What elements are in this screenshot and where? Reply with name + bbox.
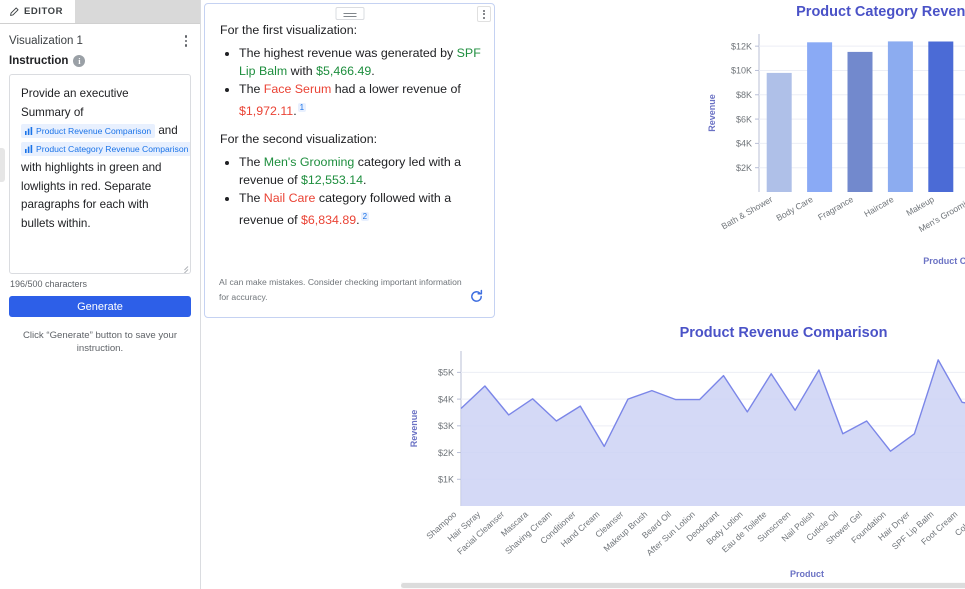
bar-chart-title: Product Category Revenue Comparison [796, 4, 965, 20]
instruction-text-1: Provide an executive Summary of [21, 87, 129, 119]
list-item: The highest revenue was generated by SPF… [239, 45, 481, 80]
bullet-mid: with [287, 63, 317, 78]
svg-text:Haircare: Haircare [862, 194, 895, 219]
bullet-mid: category followed with a revenue of [239, 191, 452, 227]
character-counter: 196/500 characters [10, 279, 88, 289]
ai-summary-card: For the first visualization: The highest… [204, 3, 495, 318]
chip-1-label: Product Revenue Comparison [36, 125, 152, 136]
tab-strip: EDITOR [0, 0, 200, 24]
tab-editor-label: EDITOR [24, 6, 64, 17]
svg-text:Product: Product [790, 569, 824, 579]
generate-hint: Click “Generate” button to save your ins… [22, 330, 178, 354]
ai-card-body: For the first visualization: The highest… [205, 21, 494, 229]
bullet-post: . [363, 172, 367, 187]
svg-text:$6K: $6K [736, 114, 752, 124]
svg-text:Makeup: Makeup [904, 194, 936, 218]
bullet-value: $5,466.49 [316, 63, 372, 78]
drag-handle-icon[interactable] [335, 7, 364, 20]
canvas: For the first visualization: The highest… [201, 0, 965, 589]
ai-card-menu-icon[interactable] [477, 6, 491, 22]
bullet-mid: category led with a revenue of [239, 155, 462, 187]
list-item: The Men's Grooming category led with a r… [239, 154, 481, 189]
svg-text:$10K: $10K [731, 66, 752, 76]
bar-chart-svg: $2K $4K $6K $8K $10K $12K Bath & Shower Body Ca… [707, 34, 965, 266]
footnote-ref[interactable]: 2 [360, 211, 370, 221]
svg-text:$5K: $5K [438, 368, 454, 378]
footnote-ref[interactable]: 1 [297, 102, 307, 112]
horizontal-scrollbar[interactable] [401, 582, 965, 589]
bullet-subject: Face Serum [263, 82, 332, 96]
bullet-post: . [371, 63, 375, 78]
bar-chart-icon [25, 145, 33, 154]
visualization-menu-icon[interactable] [179, 33, 193, 49]
refresh-icon[interactable] [469, 289, 484, 304]
bar-chart-icon [25, 126, 33, 135]
bullet-pre: The [239, 155, 264, 170]
bullet-post: . [356, 212, 360, 227]
svg-text:$4K: $4K [736, 139, 752, 149]
bullet-post: . [293, 103, 297, 118]
visualization-header: Visualization 1 [0, 24, 200, 51]
tab-editor[interactable]: EDITOR [0, 0, 76, 23]
ai-disclaimer: AI can make mistakes. Consider checking … [219, 277, 462, 302]
product-revenue-chart: Product Revenue Comparison $1K $2K $3K $4K $… [401, 325, 965, 587]
ai-bullet-list-2: The Men's Grooming category led with a r… [220, 154, 481, 229]
bullet-value: $12,553.14 [301, 172, 364, 187]
pane-collapse-handle[interactable] [0, 148, 5, 182]
svg-text:$4K: $4K [438, 394, 454, 404]
svg-text:Bath & Shower: Bath & Shower [720, 194, 775, 231]
bullet-subject: Men's Grooming [263, 155, 355, 170]
info-icon[interactable]: i [73, 55, 86, 67]
bullet-value: $1,972.11 [239, 103, 294, 118]
bullet-mid: had a lower revenue of [331, 82, 461, 96]
svg-text:$8K: $8K [736, 90, 752, 100]
instruction-text-3: with highlights in green and lowlights i… [21, 161, 162, 230]
bullet-pre: The [239, 191, 264, 206]
scrollbar-thumb[interactable] [401, 583, 965, 588]
chip-product-revenue-comparison[interactable]: Product Revenue Comparison [21, 123, 156, 138]
list-item: The Nail Care category followed with a r… [239, 190, 481, 229]
instruction-text: Provide an executive Summary of Product … [21, 85, 190, 233]
svg-text:$2K: $2K [438, 448, 454, 458]
editor-pane: EDITOR Visualization 1 Instruction i Pro… [0, 0, 201, 589]
svg-text:$2K: $2K [736, 163, 752, 173]
bullet-pre: The highest revenue was generated by [239, 46, 457, 60]
instruction-label: Instruction [9, 55, 69, 67]
visualization-title: Visualization 1 [9, 35, 83, 47]
list-item: The Face Serum had a lower revenue of $1… [239, 81, 481, 120]
bullet-subject: SPF Lip Balm [239, 46, 481, 78]
pencil-icon [10, 6, 19, 16]
svg-text:$12K: $12K [731, 41, 752, 51]
chip-2-label: Product Category Revenue Comparison [36, 144, 189, 155]
ai-bullet-list-1: The highest revenue was generated by SPF… [220, 45, 481, 120]
instruction-header: Instruction i [0, 51, 200, 74]
instruction-input[interactable]: Provide an executive Summary of Product … [9, 74, 191, 274]
bullet-pre: The [239, 82, 264, 96]
textarea-resize-handle[interactable] [179, 263, 189, 273]
svg-text:Body Care: Body Care [774, 194, 814, 223]
product-category-revenue-chart: Product Category Revenue Comparison $2K$… [701, 4, 965, 274]
ai-paragraph-1: For the first visualization: [220, 23, 358, 37]
ai-card-footer: AI can make mistakes. Consider checking … [205, 271, 494, 317]
svg-text:$1K: $1K [438, 474, 454, 484]
bullet-subject: Nail Care [263, 191, 316, 206]
svg-text:Product Category: Product Category [923, 256, 965, 266]
svg-text:Revenue: Revenue [707, 94, 717, 132]
ai-card-header [205, 4, 494, 22]
chip-product-category-revenue-comparison[interactable]: Product Category Revenue Comparison [21, 142, 190, 157]
tab-strip-filler [75, 0, 200, 23]
instruction-text-2: and [155, 124, 178, 137]
svg-text:Revenue: Revenue [409, 410, 419, 448]
generate-button[interactable]: Generate [9, 296, 191, 317]
bullet-value: $6,834.89 [301, 212, 357, 227]
ai-paragraph-2: For the second visualization: [220, 132, 378, 147]
svg-text:Fragrance: Fragrance [816, 194, 855, 222]
svg-text:$3K: $3K [438, 421, 454, 431]
area-chart-title: Product Revenue Comparison [679, 325, 888, 341]
